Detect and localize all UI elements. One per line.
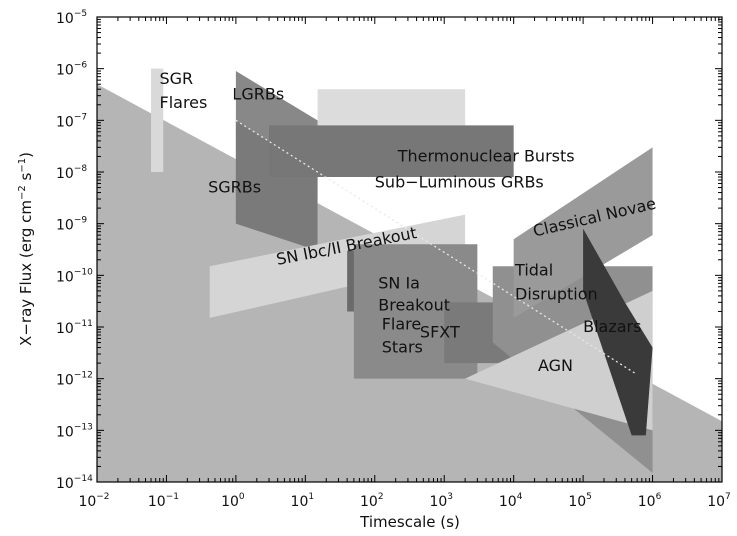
axis-ticks (96, 17, 722, 483)
y-tick-label: 10−7 (56, 112, 87, 130)
y-tick-label: 10−9 (56, 216, 87, 234)
x-tick-label: 107 (707, 492, 731, 510)
x-tick-label: 101 (291, 492, 315, 510)
tidal-disruption-label: Tidal Disruption (514, 260, 598, 303)
y-tick-label: 10−8 (56, 164, 87, 182)
sfxt-label: SFXT (420, 322, 460, 341)
x-tick-label: 102 (360, 492, 384, 510)
blazars-label: Blazars (583, 317, 641, 336)
x-tick-label: 100 (221, 492, 245, 510)
x-tick-label: 10−1 (148, 492, 179, 510)
y-tick-labels: 10−14 10−13 10−12 10−11 10−10 10−9 10−8 10−7 10−… (56, 9, 93, 492)
y-tick-label: 10−11 (56, 319, 93, 337)
x-tick-label: 106 (638, 492, 662, 510)
x-axis-label: Timescale (s) (359, 513, 460, 531)
transient-regions (151, 68, 653, 473)
x-tick-labels: 10−2 10−1 100 101 102 103 104 105 106 107 (78, 492, 730, 510)
plot-frame (96, 16, 723, 483)
y-tick-label: 10−12 (56, 371, 93, 389)
x-tick-label: 10−2 (78, 492, 109, 510)
y-tick-label: 10−5 (56, 9, 87, 27)
thermonuclear-bursts-region (269, 125, 514, 178)
sgr-flares-label: SGR Flares (160, 69, 208, 112)
y-axis-label: X−ray Flux (erg cm−2 s−1) (17, 152, 35, 346)
sgrbs-label: SGRBs (208, 178, 261, 197)
x-tick-label: 103 (429, 492, 453, 510)
y-tick-label: 10−6 (56, 61, 87, 79)
sn-ibc-ii-breakout-region (209, 214, 466, 318)
sgr-flares-region (151, 68, 164, 172)
sn-ia-breakout-label: SN Ia Breakout (378, 273, 450, 314)
flare-stars-label: Flare Stars (382, 315, 423, 357)
sub-luminous-grbs-label: Sub−Luminous GRBs (375, 173, 544, 192)
blazars-region (583, 228, 653, 436)
sensitivity-dotted-line (235, 119, 638, 376)
x-tick-label: 104 (499, 492, 523, 510)
lgrbs-label: LGRBs (232, 85, 284, 104)
thermonuclear-bursts-label: Thermonuclear Bursts (397, 147, 575, 166)
sgrbs-region (235, 120, 318, 251)
y-tick-label: 10−13 (56, 422, 93, 440)
y-tick-label: 10−10 (56, 267, 93, 285)
y-tick-label: 10−14 (56, 474, 93, 492)
x-tick-label: 105 (568, 492, 592, 510)
agn-label: AGN (538, 356, 573, 375)
